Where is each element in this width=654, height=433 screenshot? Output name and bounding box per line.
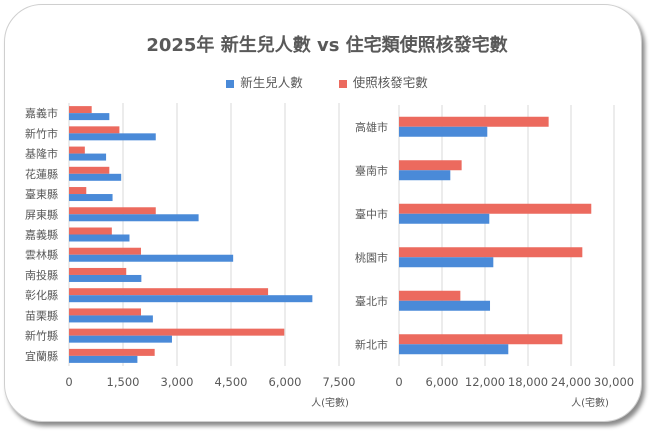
- bar-permits: [69, 166, 110, 174]
- category-label: 苗栗縣: [25, 309, 58, 322]
- category-label: 新竹市: [25, 126, 58, 140]
- bar-permits: [69, 288, 269, 296]
- category-label: 臺北市: [355, 294, 388, 308]
- category-label: 南投縣: [25, 268, 58, 282]
- x-axis-label: 人(宅數): [571, 396, 609, 409]
- bar-births: [69, 234, 130, 242]
- bar-births: [69, 274, 142, 282]
- x-tick-label: 6,000: [426, 375, 459, 389]
- x-tick-label: 1,500: [107, 375, 140, 389]
- bar-permits: [399, 203, 592, 214]
- bar-permits: [69, 227, 112, 235]
- bar-permits: [69, 207, 156, 215]
- category-label: 彰化縣: [25, 288, 58, 302]
- bar-births: [69, 173, 122, 181]
- bar-births: [69, 214, 199, 222]
- legend-item-permits: 使照核發宅數: [338, 72, 428, 91]
- category-label: 臺南市: [355, 163, 388, 177]
- bar-births: [69, 355, 138, 363]
- x-tick-label: 30,000: [594, 375, 634, 389]
- bar-births: [69, 315, 153, 323]
- x-tick-label: 12,000: [465, 375, 505, 389]
- bar-births: [399, 300, 491, 311]
- bar-permits: [69, 126, 120, 134]
- category-label: 新竹縣: [25, 329, 58, 343]
- x-tick-label: 0: [65, 375, 72, 389]
- bar-births: [399, 344, 509, 355]
- bar-births: [69, 254, 234, 262]
- category-label: 高雄市: [355, 120, 388, 134]
- bar-permits: [69, 146, 85, 154]
- bar-births: [399, 126, 488, 137]
- bar-births: [399, 213, 490, 224]
- bar-permits: [399, 160, 462, 171]
- bar-permits: [399, 290, 461, 301]
- x-tick-label: 7,500: [323, 375, 356, 389]
- category-label: 基隆市: [25, 147, 58, 161]
- chart-title: 2025年 新生兒人數 vs 住宅類使照核發宅數: [146, 35, 508, 56]
- bar-permits: [399, 334, 563, 345]
- category-label: 宜蘭縣: [25, 349, 58, 363]
- bar-permits: [399, 247, 583, 258]
- bar-births: [69, 335, 172, 343]
- category-label: 臺東縣: [25, 187, 58, 201]
- bar-births: [69, 113, 110, 121]
- bar-births: [399, 257, 494, 268]
- bar-permits: [69, 348, 155, 356]
- category-label: 雲林縣: [25, 248, 58, 262]
- legend-swatch-births: [226, 79, 235, 88]
- x-tick-label: 18,000: [508, 375, 548, 389]
- category-label: 屏東縣: [25, 208, 58, 221]
- x-tick-label: 24,000: [551, 375, 591, 389]
- bar-births: [399, 170, 451, 181]
- bar-births: [69, 133, 156, 141]
- bar-births: [69, 194, 113, 202]
- x-tick-label: 3,000: [161, 375, 194, 389]
- bar-permits: [69, 267, 127, 275]
- legend-item-births: 新生兒人數: [226, 72, 303, 91]
- x-tick-label: 0: [395, 375, 402, 389]
- category-label: 臺中市: [355, 207, 388, 221]
- bar-permits: [69, 308, 141, 316]
- legend-swatch-permits: [338, 79, 347, 88]
- category-label: 新北市: [355, 337, 388, 351]
- bar-permits: [69, 187, 87, 195]
- x-tick-label: 4,500: [215, 375, 248, 389]
- bar-permits: [69, 106, 92, 114]
- x-tick-label: 6,000: [269, 375, 302, 389]
- bar-births: [69, 153, 107, 161]
- category-label: 桃園市: [355, 250, 388, 264]
- legend-label: 使照核發宅數: [352, 75, 428, 90]
- legend-label: 新生兒人數: [240, 75, 303, 90]
- bar-permits: [399, 116, 549, 127]
- bar-permits: [69, 328, 285, 336]
- category-label: 嘉義市: [25, 106, 58, 120]
- bar-permits: [69, 247, 141, 255]
- legend: 新生兒人數 使照核發宅數: [0, 72, 654, 91]
- bar-births: [69, 295, 313, 303]
- category-label: 嘉義縣: [25, 228, 58, 242]
- category-label: 花蓮縣: [25, 167, 58, 181]
- x-axis-label: 人(宅數): [311, 396, 349, 409]
